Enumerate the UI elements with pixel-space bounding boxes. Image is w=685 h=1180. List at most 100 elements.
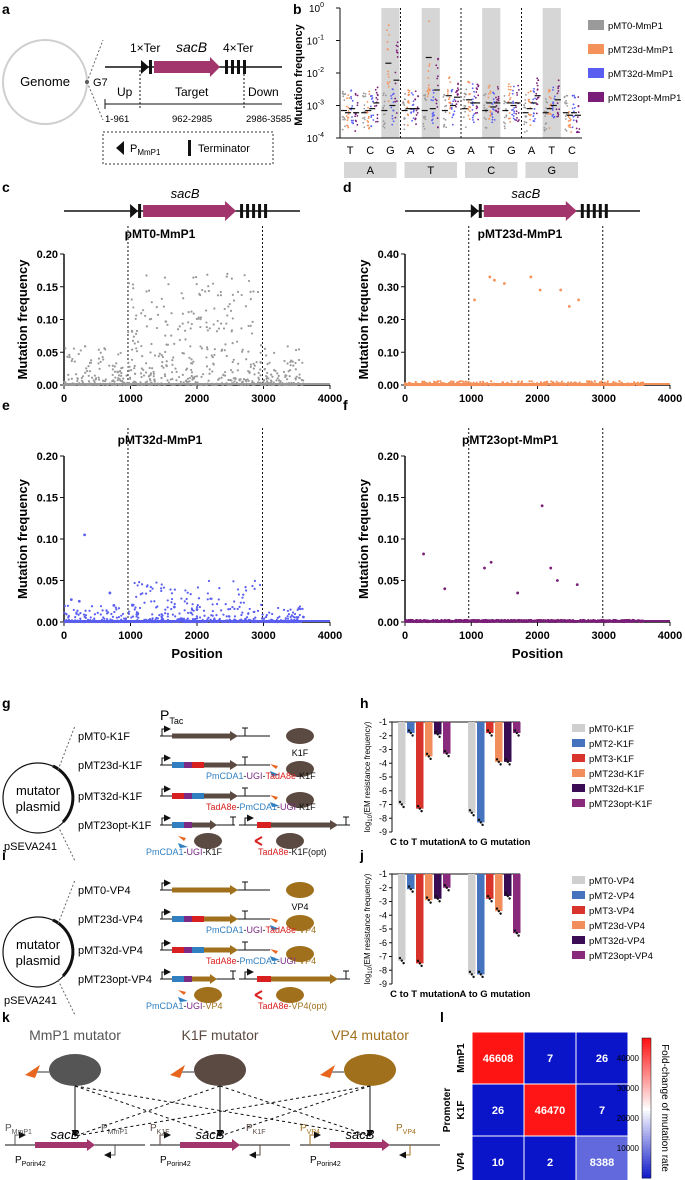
data-point [225,615,228,618]
b-point [563,95,566,98]
colorbar-step [642,1122,651,1126]
data-point [193,375,197,378]
b-point [523,106,526,109]
b-point [394,100,397,103]
data-point [135,314,138,317]
data-point [189,611,192,614]
construct-desc-2-seg: -K1F [296,802,316,812]
b-point [435,64,438,67]
data-point [142,374,146,377]
b-point [386,48,389,50]
data-point [282,370,286,374]
b-point [544,115,547,118]
construct-desc-3b-seg: -VP4(opt) [289,1001,328,1011]
panel-f: f pMT23opt-MmP1 0.000.050.100.150.200 100… [343,397,682,661]
data-point [135,347,138,350]
bar-dot [513,729,517,732]
b-point [487,92,490,95]
b-point [534,117,536,120]
data-point [290,614,294,617]
colorbar-step [642,1175,651,1179]
data-point [528,380,531,383]
b-point [395,112,398,114]
b-point [513,106,516,109]
b-point [488,117,491,120]
data-point [222,373,225,377]
data-point [266,371,269,375]
ytick-label: -9 [379,827,387,837]
data-point [236,588,240,591]
b-point [444,99,447,102]
ytick-label: -8 [379,813,387,823]
construct-c: sacB [64,186,300,221]
b-point [443,93,445,96]
b-point [497,111,499,114]
backbone-label: pSEVA241 [4,995,57,1007]
construct-name: pMT23opt-K1F [78,820,152,832]
b-point [485,127,488,129]
b-point [575,119,578,122]
b-point [411,104,414,107]
b-point [568,110,570,113]
data-point [181,351,184,355]
data-point [252,362,255,365]
b-point [436,75,439,78]
data-point [76,377,79,380]
heat-value: 7 [599,1105,605,1117]
b-point [457,83,459,86]
b-point [363,126,366,129]
b-point [529,124,532,127]
data-point [162,586,166,589]
data-point [75,611,78,614]
panel-c: c sacB pMT0-MmP1 0.000.050.100.150.200 10… [2,179,342,405]
data-point [459,380,462,383]
b-point [346,119,349,122]
colorbar-tick: 30000 [617,1084,640,1093]
bar [443,722,451,754]
b-point [503,125,506,128]
data-point [133,342,136,345]
data-point [169,588,172,591]
data-point [138,581,141,584]
b-point [476,83,479,86]
data-point [130,348,134,351]
data-point [132,335,136,338]
data-point [135,595,138,598]
plasmid-label-1: mutator [16,937,61,952]
data-point [490,380,493,383]
b-point [571,107,574,110]
data-point [211,603,214,606]
b-ytick-exp: -4 [318,132,324,139]
b-point [391,123,394,126]
b-point [571,94,574,97]
colorbar-step [642,1110,651,1115]
b-point [404,92,406,95]
b-point [432,89,434,92]
b-point [517,112,520,114]
b-point [571,126,574,129]
b-point [471,98,474,101]
b-point [532,115,535,117]
data-point [195,608,199,611]
b-point [529,118,531,121]
construct-desc-3a-seg: PmCDA1 [146,1001,184,1011]
legend-label: pMT3-VP4 [589,906,634,917]
data-point [94,377,98,380]
construct-name: pMT32d-VP4 [78,945,143,957]
data-point [133,367,136,370]
b-point [491,113,493,116]
b-point [575,120,578,123]
data-point [436,380,440,383]
construct-desc-3b: TadA8e-VP4(opt) [258,1001,327,1011]
d-sacB-label: sacB [511,186,540,201]
bar-dot [479,973,482,976]
data-point [151,367,154,370]
mutator-body-cda [270,956,280,961]
data-point [178,338,181,342]
ter-block [246,204,250,218]
data-point [210,354,213,357]
bar-dot [513,929,517,932]
seg-2 [184,793,192,799]
data-point [241,350,244,353]
data-point [274,369,277,373]
